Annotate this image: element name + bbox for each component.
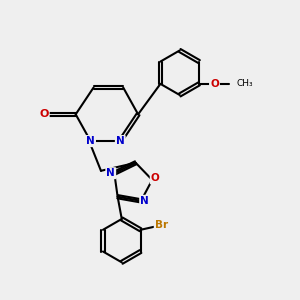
Text: N: N <box>86 136 95 146</box>
Text: Br: Br <box>155 220 168 230</box>
Text: N: N <box>106 168 115 178</box>
Text: O: O <box>39 109 49 119</box>
Text: N: N <box>116 136 125 146</box>
Text: CH₃: CH₃ <box>236 80 253 88</box>
Text: O: O <box>210 79 219 89</box>
Text: O: O <box>151 173 160 183</box>
Text: N: N <box>140 196 149 206</box>
